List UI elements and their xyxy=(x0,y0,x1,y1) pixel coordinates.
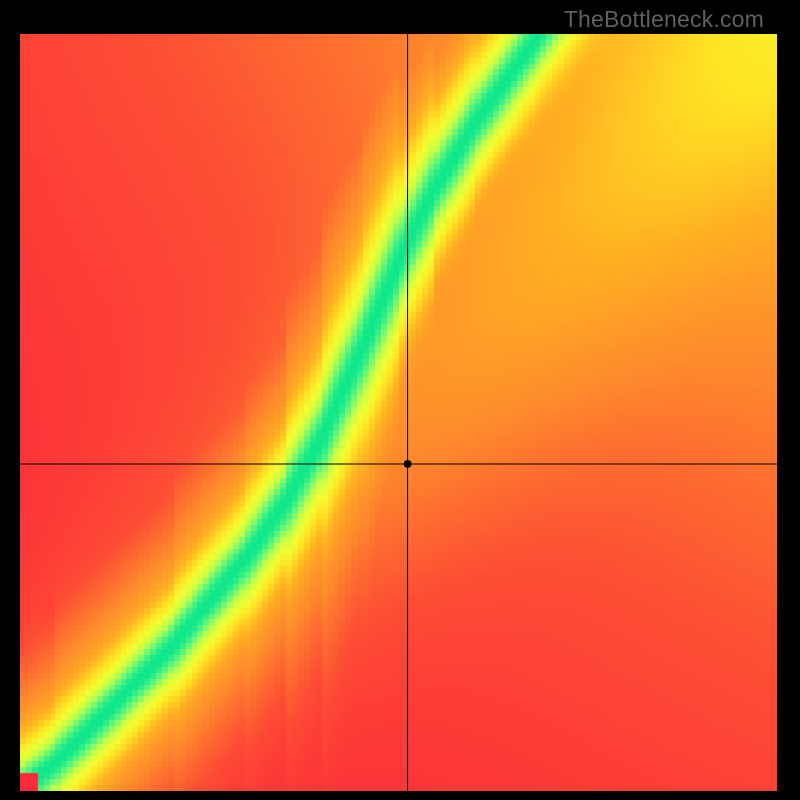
bottleneck-heatmap-canvas xyxy=(20,34,777,791)
watermark-text: TheBottleneck.com xyxy=(564,6,764,33)
chart-container: TheBottleneck.com xyxy=(0,0,800,800)
